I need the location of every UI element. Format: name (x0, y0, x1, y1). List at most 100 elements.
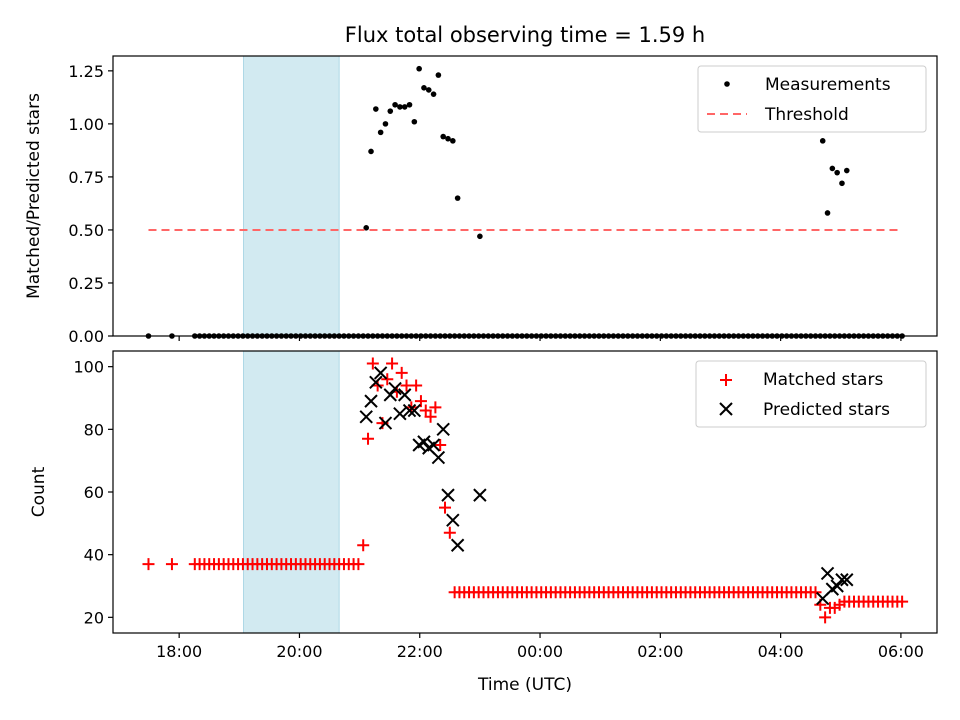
matched-stars-point (429, 401, 442, 414)
matched-stars-point (142, 558, 155, 571)
matched-stars-point (352, 558, 365, 571)
predicted-stars-point (436, 422, 450, 437)
matched-stars-point (395, 366, 408, 379)
legend-threshold-label: Threshold (764, 105, 849, 125)
legend-measurements-marker (724, 81, 730, 87)
matched-stars-point (366, 357, 379, 370)
top-y-tick-label: 0.50 (68, 221, 104, 240)
bottom-panel: 20 40 60 80 100 18:00 20:00 22:00 00:00 02:00 04:0… (29, 350, 938, 661)
matched-stars-point (381, 373, 394, 386)
measurement-point (477, 233, 483, 240)
measurement-point (839, 180, 845, 187)
measurement-point (392, 101, 398, 108)
top-plot-frame (112, 55, 938, 337)
predicted-stars-point (378, 416, 393, 430)
measurement-point (440, 133, 447, 140)
measurement-point (824, 210, 831, 216)
predicted-stars-point (373, 366, 388, 380)
measurement-point (834, 169, 840, 176)
measurement-point (819, 138, 826, 144)
predicted-stars-point (388, 381, 402, 396)
predicted-stars-point (359, 410, 373, 424)
top-y-tick-label: 1.00 (68, 115, 104, 134)
measurement-point (435, 72, 442, 78)
matched-stars-point (439, 501, 452, 514)
legend-matched-marker (720, 374, 732, 386)
measurement-point (425, 87, 432, 93)
matched-stars-point (357, 539, 370, 552)
predicted-stars-point (431, 450, 446, 465)
measurement-point (401, 104, 408, 110)
top-y-tick-label: 0.25 (68, 274, 104, 293)
predicted-stars-point (393, 406, 407, 421)
predicted-stars-point (473, 488, 487, 502)
matched-stars-point (443, 526, 456, 539)
matched-stars-point (819, 611, 832, 624)
measurement-point (368, 148, 374, 155)
bottom-series-predicted-stars (359, 366, 854, 606)
measurement-point (416, 65, 422, 72)
legend-matched-label: Matched stars (763, 370, 883, 390)
bottom-legend-frame (695, 360, 927, 428)
x-tick-label: 22:00 (397, 642, 443, 661)
chart-title: Flux total observing time = 1.59 h (345, 23, 705, 47)
bottom-legend: Matched stars Predicted stars (695, 360, 927, 428)
top-observing-window (243, 55, 340, 337)
measurement-point (382, 121, 389, 127)
matched-stars-point (419, 404, 432, 417)
matched-stars-point (414, 395, 427, 408)
bottom-y-tick-label: 80 (84, 420, 104, 439)
predicted-stars-point (426, 438, 441, 452)
measurement-point (430, 91, 437, 97)
top-y-axis-label: Matched/Predicted stars (24, 93, 44, 299)
predicted-stars-point (407, 403, 422, 418)
bottom-y-tick-label: 20 (84, 608, 104, 627)
top-y-tick-label: 1.25 (68, 62, 104, 81)
bottom-series-matched-stars (142, 357, 909, 624)
matched-stars-point (386, 357, 399, 370)
matched-stars-point (410, 379, 423, 392)
predicted-stars-point (830, 579, 844, 593)
bottom-y-tick-label: 100 (73, 358, 104, 377)
matched-stars-point (424, 410, 437, 423)
x-tick-label: 04:00 (758, 642, 804, 661)
legend-predicted-marker (719, 402, 733, 416)
measurement-point (377, 129, 384, 136)
x-tick-label: 02:00 (637, 642, 683, 661)
top-panel: 0.00 0.25 0.50 0.75 1.00 1.25 Matched/Predict… (24, 55, 938, 346)
measurement-point (411, 118, 418, 125)
measurement-point (445, 135, 451, 142)
predicted-stars-point (441, 488, 455, 502)
predicted-stars-point (364, 394, 378, 408)
legend-measurements-label: Measurements (765, 75, 891, 95)
matched-stars-point (362, 432, 375, 445)
bottom-y-tick-label: 60 (84, 483, 104, 502)
predicted-stars-point (402, 403, 417, 418)
x-tick-label: 06:00 (878, 642, 924, 661)
predicted-stars-point (398, 388, 412, 402)
legend-predicted-label: Predicted stars (763, 400, 890, 420)
matched-stars-point (434, 439, 447, 451)
measurement-point (387, 108, 394, 114)
bottom-y-tick-label: 40 (84, 546, 104, 565)
x-tick-label: 20:00 (276, 642, 322, 661)
matched-stars-point (809, 586, 822, 599)
measurement-point (829, 165, 836, 172)
predicted-stars-point (840, 573, 854, 587)
predicted-stars-point (369, 375, 383, 390)
measurement-point (454, 195, 461, 201)
predicted-stars-point (446, 513, 460, 527)
top-legend-frame (697, 65, 927, 133)
measurement-point (397, 104, 403, 110)
predicted-stars-point (417, 435, 431, 449)
matched-stars-point (165, 558, 178, 571)
top-y-tick-label: 0.00 (68, 327, 104, 346)
predicted-stars-point (383, 388, 397, 402)
predicted-stars-point (820, 566, 835, 581)
measurement-point (843, 167, 850, 174)
bottom-observing-window (243, 350, 340, 634)
predicted-stars-point (450, 538, 465, 552)
x-axis-label: Time (UTC) (477, 675, 572, 695)
bottom-y-axis-label: Count (29, 466, 49, 517)
measurement-point (373, 106, 379, 112)
